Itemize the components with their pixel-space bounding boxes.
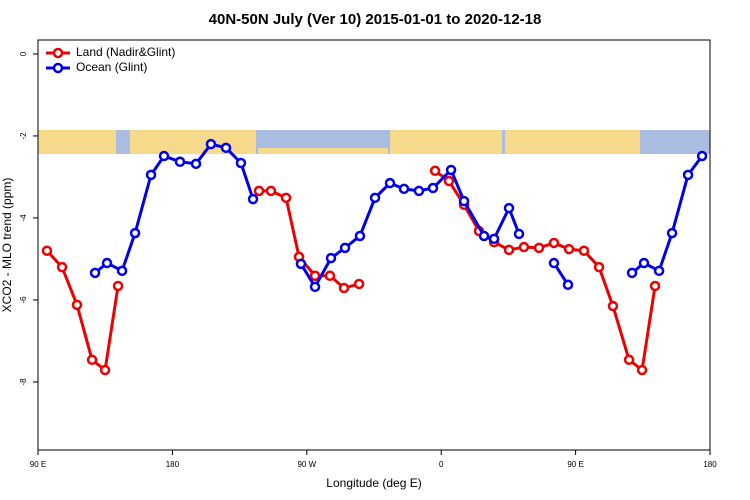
data-point [636,364,648,376]
data-point [562,279,574,291]
data-point [235,157,247,169]
data-point [478,230,490,242]
data-point [649,280,661,292]
data-point [413,185,425,197]
data-point [666,227,678,239]
data-point [112,280,124,292]
data-point [593,261,605,273]
data-point [427,182,439,194]
data-point [190,158,202,170]
data-point [129,227,141,239]
data-point [116,265,128,277]
map-strip [38,130,710,154]
data-point [325,252,337,264]
series-line [94,142,704,289]
data-point [205,138,217,150]
data-point [623,354,635,366]
data-point [503,202,515,214]
data-point [653,265,665,277]
data-point [503,244,515,256]
data-point [429,165,441,177]
data-point [518,241,530,253]
data-point [101,257,113,269]
data-point [339,242,351,254]
data-point [41,245,53,256]
data-point [56,261,68,273]
x-tick-label: 90 W [297,460,316,469]
x-tick-label: 0 [439,460,444,469]
data-point [445,164,457,176]
data-point [626,267,638,279]
legend-label: Ocean (Glint) [76,60,147,74]
chart-title: 40N-50N July (Ver 10) 2015-01-01 to 2020… [209,11,542,28]
data-point [265,185,277,197]
data-point [309,281,321,293]
data-point [89,267,101,279]
x-axis-label: Longitude (deg E) [326,476,421,490]
data-point [86,354,98,366]
data-point [548,237,560,249]
data-point [338,282,350,294]
data-point [682,169,694,181]
data-point [353,278,365,290]
y-tick-label: -4 [19,214,28,222]
data-point [488,233,500,245]
data-point [253,185,265,197]
series-line [45,169,657,372]
data-point [295,258,307,270]
y-tick-label: -6 [19,296,28,304]
legend-marker [52,62,64,74]
data-point [247,193,259,205]
data-point [458,195,470,207]
data-point [145,169,157,181]
plot-frame [37,39,711,451]
data-point [578,245,590,256]
data-point [513,228,525,240]
y-axis-label: XCO2 - MLO trend (ppm) [0,178,14,313]
data-point [696,150,708,162]
data-point [548,257,560,269]
data-point [563,243,575,255]
data-point [369,192,381,204]
data-point [309,270,321,281]
y-tick-label: -8 [19,378,28,386]
x-tick-label: 180 [703,460,717,469]
data-point [174,156,186,168]
data-point [220,142,232,154]
x-tick-label: 90 E [567,460,583,469]
data-point [443,175,455,187]
data-point [99,364,111,376]
data-point [71,299,83,311]
data-point [280,192,292,204]
data-point [638,257,650,269]
x-tick-label: 90 E [30,460,46,469]
x-tick-label: 180 [166,460,180,469]
data-point [158,150,170,162]
legend-marker [52,47,64,59]
y-tick-label: 0 [19,51,28,56]
data-point [398,183,410,195]
data-point [607,300,619,312]
data-point [354,230,366,242]
y-tick-label: -2 [19,132,28,140]
data-point [324,270,336,281]
data-point [384,177,396,189]
legend-label: Land (Nadir&Glint) [76,45,175,59]
data-point [533,242,545,254]
